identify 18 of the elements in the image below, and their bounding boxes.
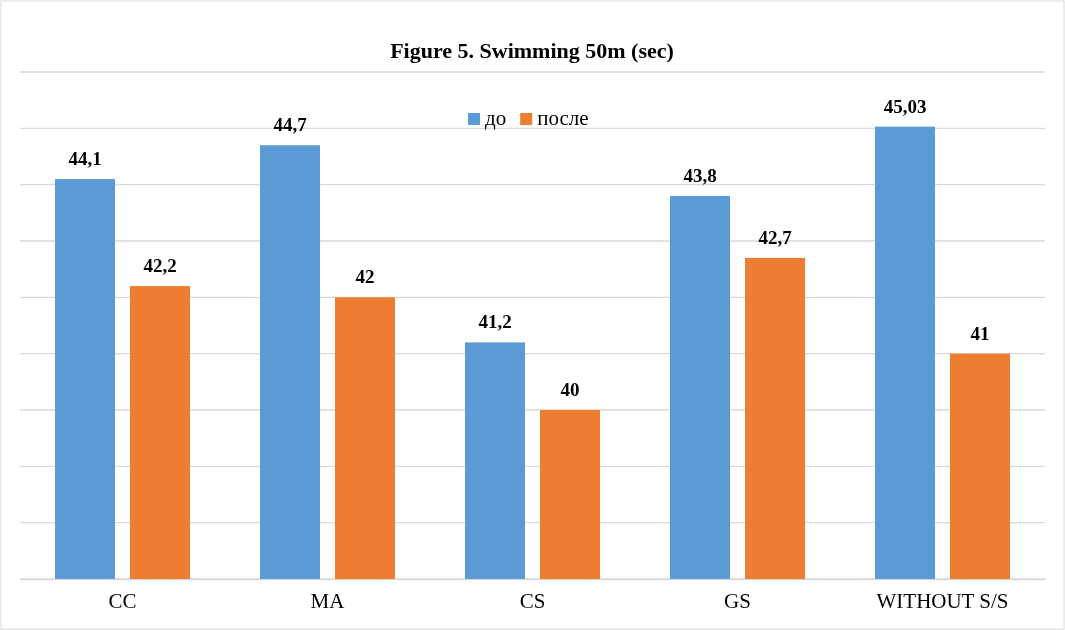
x-tick-label: GS <box>724 588 751 613</box>
legend-label: после <box>537 106 589 130</box>
data-label: 43,8 <box>683 164 717 186</box>
data-label: 42,7 <box>758 226 793 248</box>
data-label: 40 <box>560 379 580 400</box>
data-label: 44,7 <box>273 114 308 136</box>
data-label: 41,2 <box>478 311 512 333</box>
chart-title: Figure 5. Swimming 50m (sec) <box>390 38 674 63</box>
legend-label: до <box>485 106 507 130</box>
x-tick-label: CS <box>519 588 546 613</box>
data-label: 42,2 <box>143 255 177 277</box>
data-label: 42 <box>355 266 375 288</box>
x-tick-label: WITHOUT S/S <box>876 588 1009 613</box>
data-label: 44,1 <box>68 148 102 170</box>
data-label: 45,03 <box>883 95 927 117</box>
x-tick-label: CC <box>108 588 137 613</box>
x-tick-label: MA <box>310 588 346 613</box>
data-label: 41 <box>970 322 990 344</box>
